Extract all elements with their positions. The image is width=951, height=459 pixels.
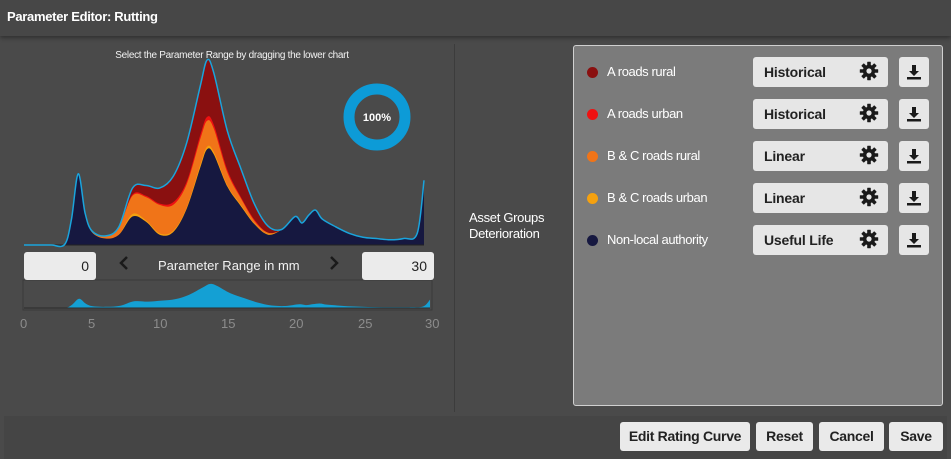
range-max-input[interactable]: 30: [362, 252, 434, 280]
axis-tick: 5: [88, 316, 96, 331]
model-label: Useful Life: [764, 232, 834, 248]
model-select[interactable]: Linear: [753, 141, 888, 171]
chart-hint: Select the Parameter Range by dragging t…: [115, 50, 349, 61]
model-label: Linear: [764, 190, 805, 206]
coverage-label: 100%: [363, 112, 391, 124]
navigator-frame: [22, 279, 433, 311]
group-color-dot: [587, 67, 598, 78]
model-label: Historical: [764, 106, 826, 122]
axis-tick: 20: [289, 316, 304, 331]
distribution-chart: 100%: [22, 58, 433, 311]
range-label: Parameter Range in mm: [158, 258, 300, 273]
asset-group-row: A roads rural Historical: [574, 56, 944, 88]
total-outline-line: [24, 58, 425, 248]
asset-groups-panel: A roads rural Historical A roads urban H…: [573, 45, 943, 406]
title-bar: Parameter Editor: Rutting: [0, 0, 951, 36]
range-min-input[interactable]: 0: [24, 252, 96, 280]
axis-tick: 15: [221, 316, 236, 331]
model-label: Linear: [764, 148, 805, 164]
group-name: A roads urban: [607, 106, 683, 121]
group-color-dot: [587, 235, 598, 246]
chevron-right-icon[interactable]: [328, 254, 340, 277]
asset-groups-label-line1: Asset Groups: [469, 210, 545, 225]
download-button[interactable]: [899, 141, 929, 171]
group-name: B & C roads rural: [607, 148, 700, 163]
gear-icon[interactable]: [859, 61, 879, 86]
download-button[interactable]: [899, 99, 929, 129]
axis-tick: 30: [425, 316, 440, 331]
gear-icon[interactable]: [859, 145, 879, 170]
asset-groups-label-line2: Deterioration: [469, 226, 540, 241]
model-select[interactable]: Useful Life: [753, 225, 888, 255]
navigator-chart[interactable]: [22, 279, 433, 311]
model-select[interactable]: Historical: [753, 57, 888, 87]
asset-group-row: B & C roads urban Linear: [574, 182, 944, 214]
edit-rating-curve-button[interactable]: Edit Rating Curve: [620, 422, 750, 451]
group-name: B & C roads urban: [607, 190, 708, 205]
model-label: Historical: [764, 64, 826, 80]
axis-tick: 10: [153, 316, 168, 331]
chevron-left-icon[interactable]: [118, 254, 130, 277]
model-select[interactable]: Historical: [753, 99, 888, 129]
axis-tick: 25: [358, 316, 373, 331]
coverage-donut: [343, 83, 411, 151]
asset-group-row: Non-local authority Useful Life: [574, 224, 944, 256]
series-area-a-roads-rural: [24, 59, 424, 247]
asset-group-row: B & C roads rural Linear: [574, 140, 944, 172]
navigator-area: [24, 283, 430, 309]
model-select[interactable]: Linear: [753, 183, 888, 213]
group-name: Non-local authority: [607, 232, 708, 247]
axis-tick: 0: [20, 316, 28, 331]
series-area-non-local-authority: [24, 148, 424, 247]
group-color-dot: [587, 109, 598, 120]
gear-icon[interactable]: [859, 229, 879, 254]
download-button[interactable]: [899, 225, 929, 255]
panel-divider: [454, 44, 455, 412]
download-button[interactable]: [899, 57, 929, 87]
save-button[interactable]: Save: [889, 422, 943, 451]
window-title: Parameter Editor: Rutting: [7, 9, 158, 24]
gear-icon[interactable]: [859, 103, 879, 128]
asset-groups-label: Asset Groups Deterioration: [469, 210, 544, 242]
stacked-area-layer: [24, 59, 424, 247]
group-name: A roads rural: [607, 64, 676, 79]
asset-group-row: A roads urban Historical: [574, 98, 944, 130]
gear-icon[interactable]: [859, 187, 879, 212]
group-color-dot: [587, 193, 598, 204]
download-button[interactable]: [899, 183, 929, 213]
cancel-button[interactable]: Cancel: [819, 422, 884, 451]
group-color-dot: [587, 151, 598, 162]
reset-button[interactable]: Reset: [756, 422, 813, 451]
